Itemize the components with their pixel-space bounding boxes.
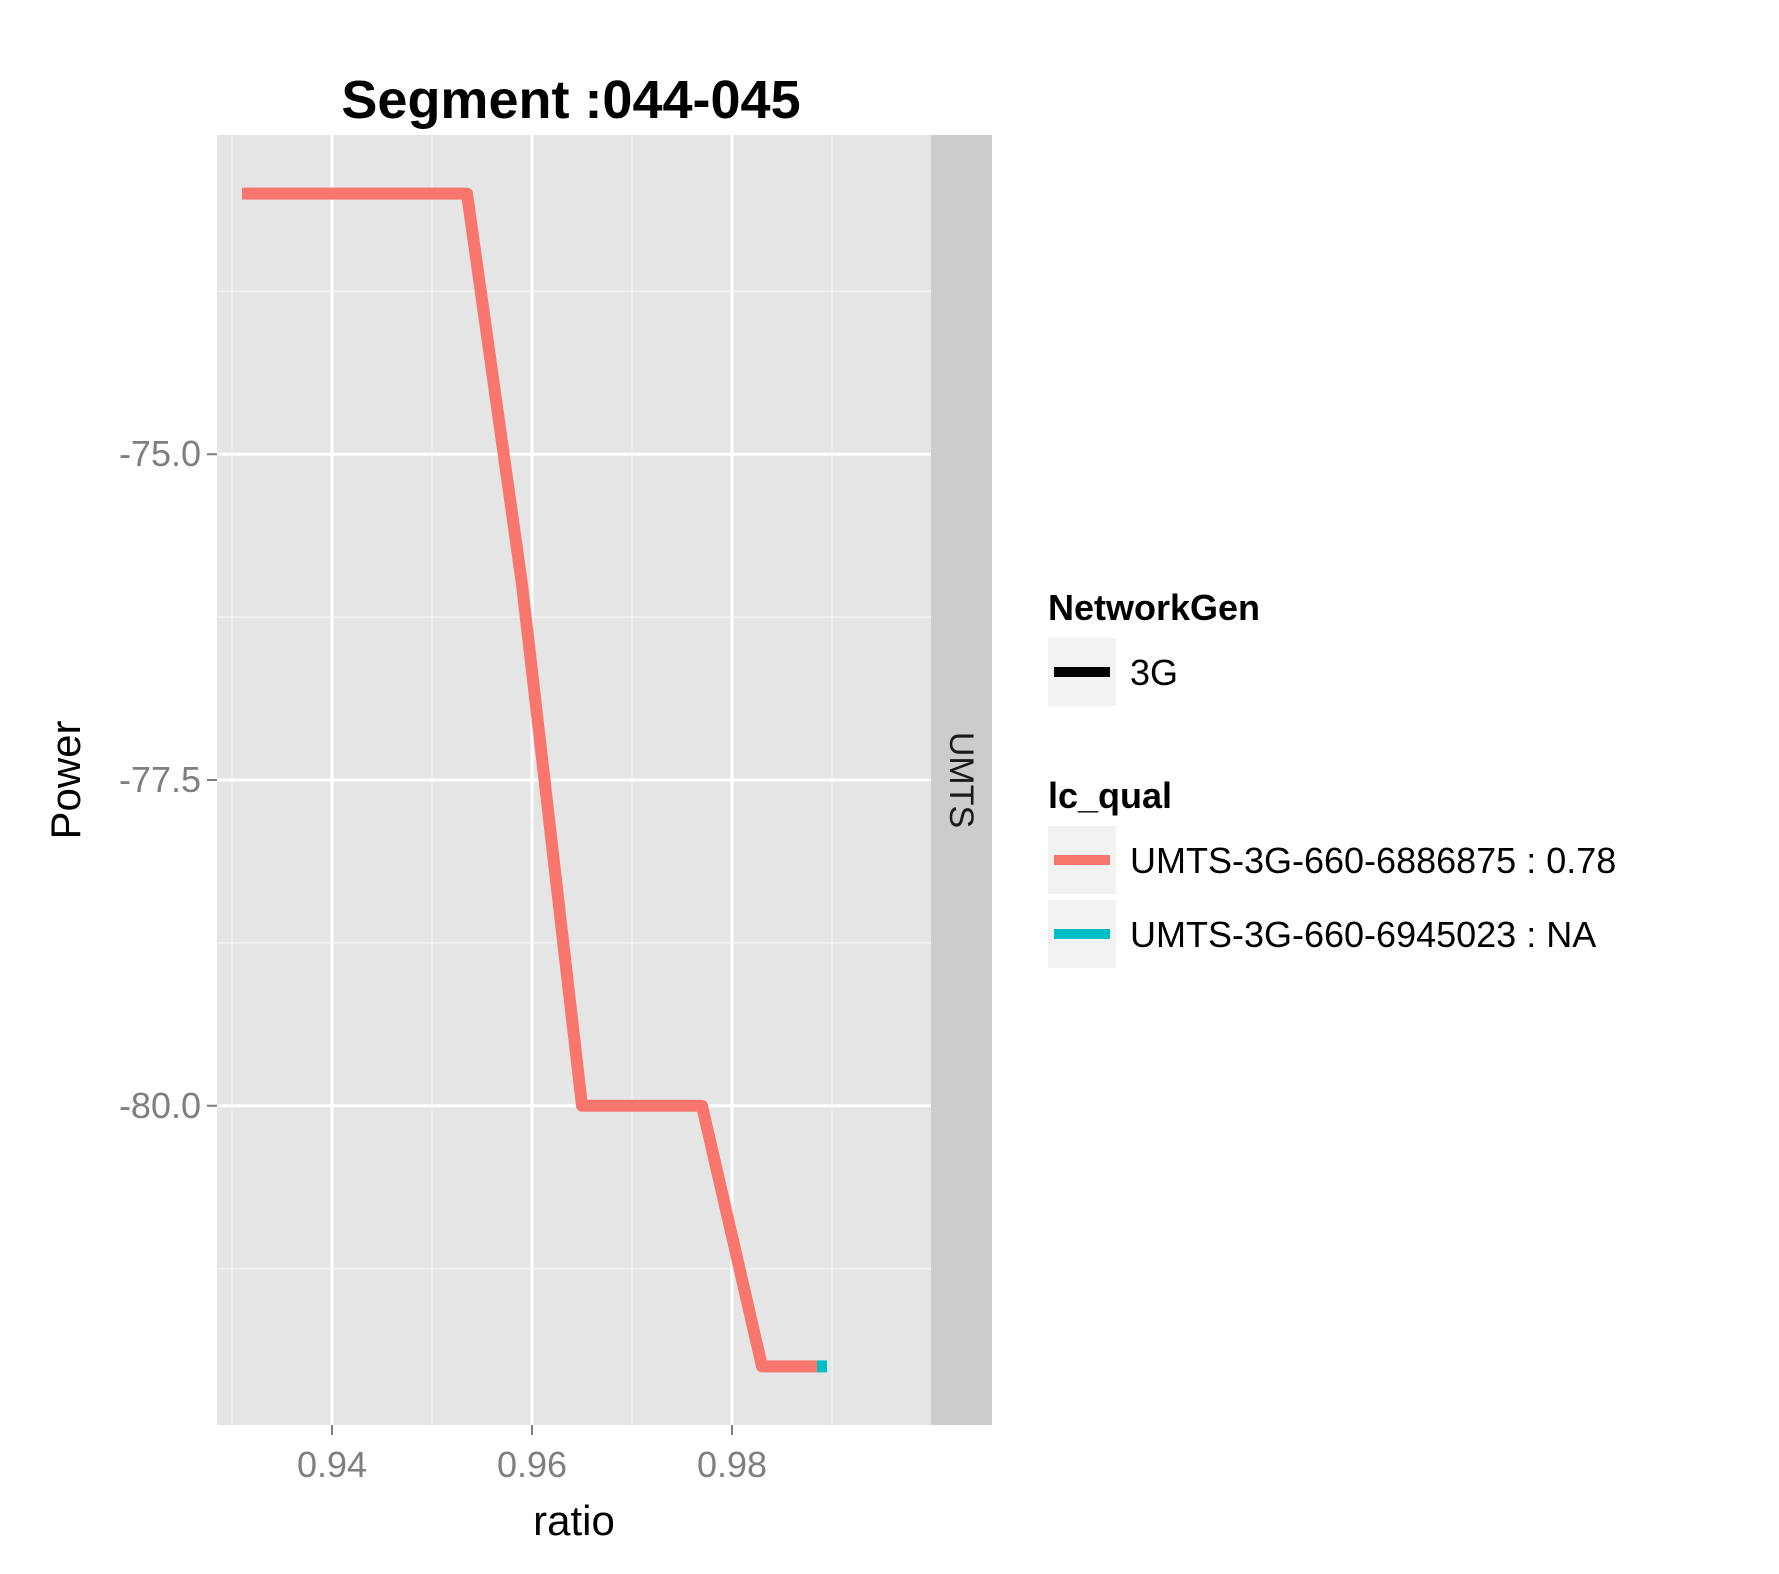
y-tick-label: -77.5 [119,759,201,800]
series-line-1 [242,187,817,1373]
legend-title: lc_qual [1048,775,1172,816]
y-axis-title: Power [42,720,89,839]
legend-title: NetworkGen [1048,587,1260,628]
x-tick-label: 0.98 [697,1444,767,1485]
facet-strip [931,135,992,1425]
x-axis-title: ratio [533,1497,615,1544]
x-tick-label: 0.94 [297,1444,367,1485]
legend: NetworkGen 3G lc_qual UMTS-3G-660-6886875 :… [1048,587,1616,968]
facet-strip-label: UMTS [942,732,980,828]
y-axis: -75.0 -77.5 -80.0 [119,433,217,1126]
chart-title: Segment :044-045 [341,70,800,130]
legend-item-label: UMTS-3G-660-6886875 : 0.78 [1130,840,1616,881]
y-tick-label: -80.0 [119,1085,201,1126]
x-axis: 0.94 0.96 0.98 [297,1425,767,1485]
y-tick-label: -75.0 [119,433,201,474]
legend-item-label: 3G [1130,652,1178,693]
series-layer [242,187,827,1373]
x-tick-label: 0.96 [497,1444,567,1485]
legend-item-label: UMTS-3G-660-6945023 : NA [1130,914,1596,955]
